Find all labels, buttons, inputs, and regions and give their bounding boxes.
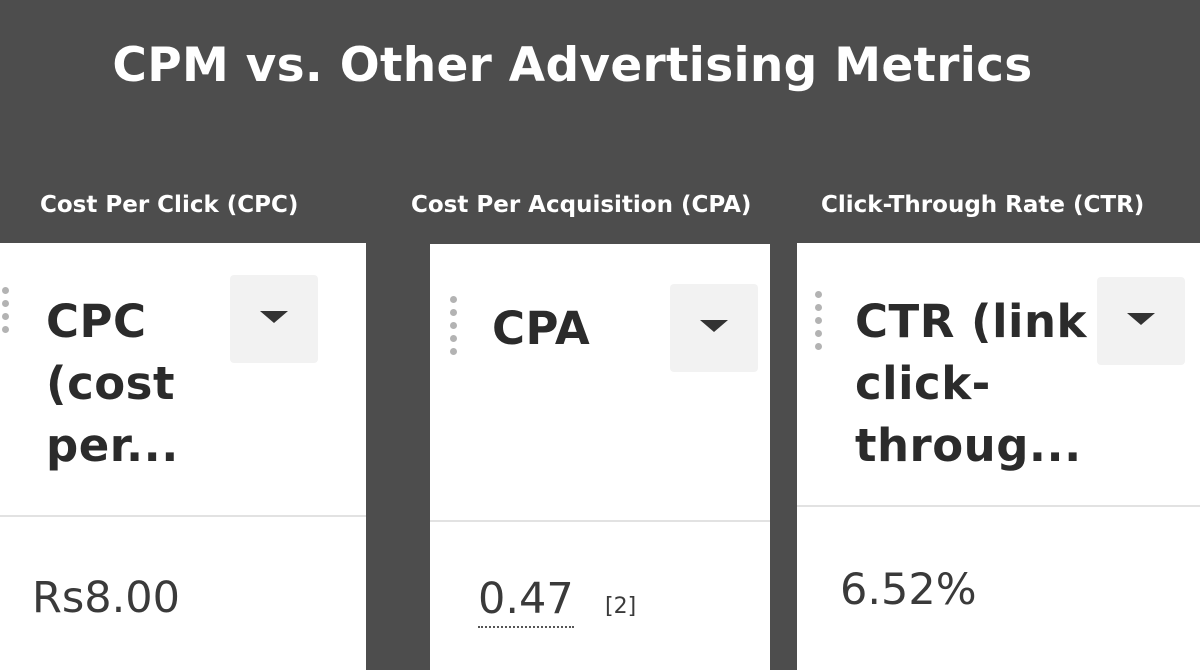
- cpa-column-header[interactable]: CPA: [430, 244, 770, 522]
- cpa-footnote: [2]: [605, 594, 637, 619]
- drag-handle-icon[interactable]: [815, 291, 823, 356]
- cpc-card: CPC (cost per... Rs8.00: [0, 243, 366, 670]
- ctr-card: CTR (link click- throug... 6.52%: [797, 243, 1200, 670]
- ctr-dropdown-button[interactable]: [1097, 277, 1185, 365]
- cpc-column-header[interactable]: CPC (cost per...: [0, 243, 366, 517]
- ctr-column-header[interactable]: CTR (link click- throug...: [797, 243, 1200, 507]
- ctr-value: 6.52%: [840, 565, 977, 615]
- cpa-column-title: CPA: [492, 302, 591, 355]
- ctr-column-title: CTR (link click- throug...: [855, 295, 1087, 472]
- caret-down-icon: [700, 320, 728, 332]
- caret-down-icon: [1127, 313, 1155, 325]
- cpa-value: 0.47: [478, 574, 574, 628]
- drag-handle-icon[interactable]: [450, 296, 458, 361]
- column-label-cpc: Cost Per Click (CPC): [40, 192, 299, 218]
- cpa-dropdown-button[interactable]: [670, 284, 758, 372]
- column-label-ctr: Click-Through Rate (CTR): [821, 192, 1145, 218]
- cpa-card: CPA 0.47 [2]: [430, 244, 770, 670]
- drag-handle-icon[interactable]: [2, 287, 10, 339]
- caret-down-icon: [260, 311, 288, 323]
- page-title: CPM vs. Other Advertising Metrics: [112, 38, 1033, 93]
- cpc-column-title: CPC (cost per...: [46, 295, 179, 472]
- cpc-dropdown-button[interactable]: [230, 275, 318, 363]
- column-label-cpa: Cost Per Acquisition (CPA): [411, 192, 752, 218]
- cpc-value: Rs8.00: [32, 573, 181, 623]
